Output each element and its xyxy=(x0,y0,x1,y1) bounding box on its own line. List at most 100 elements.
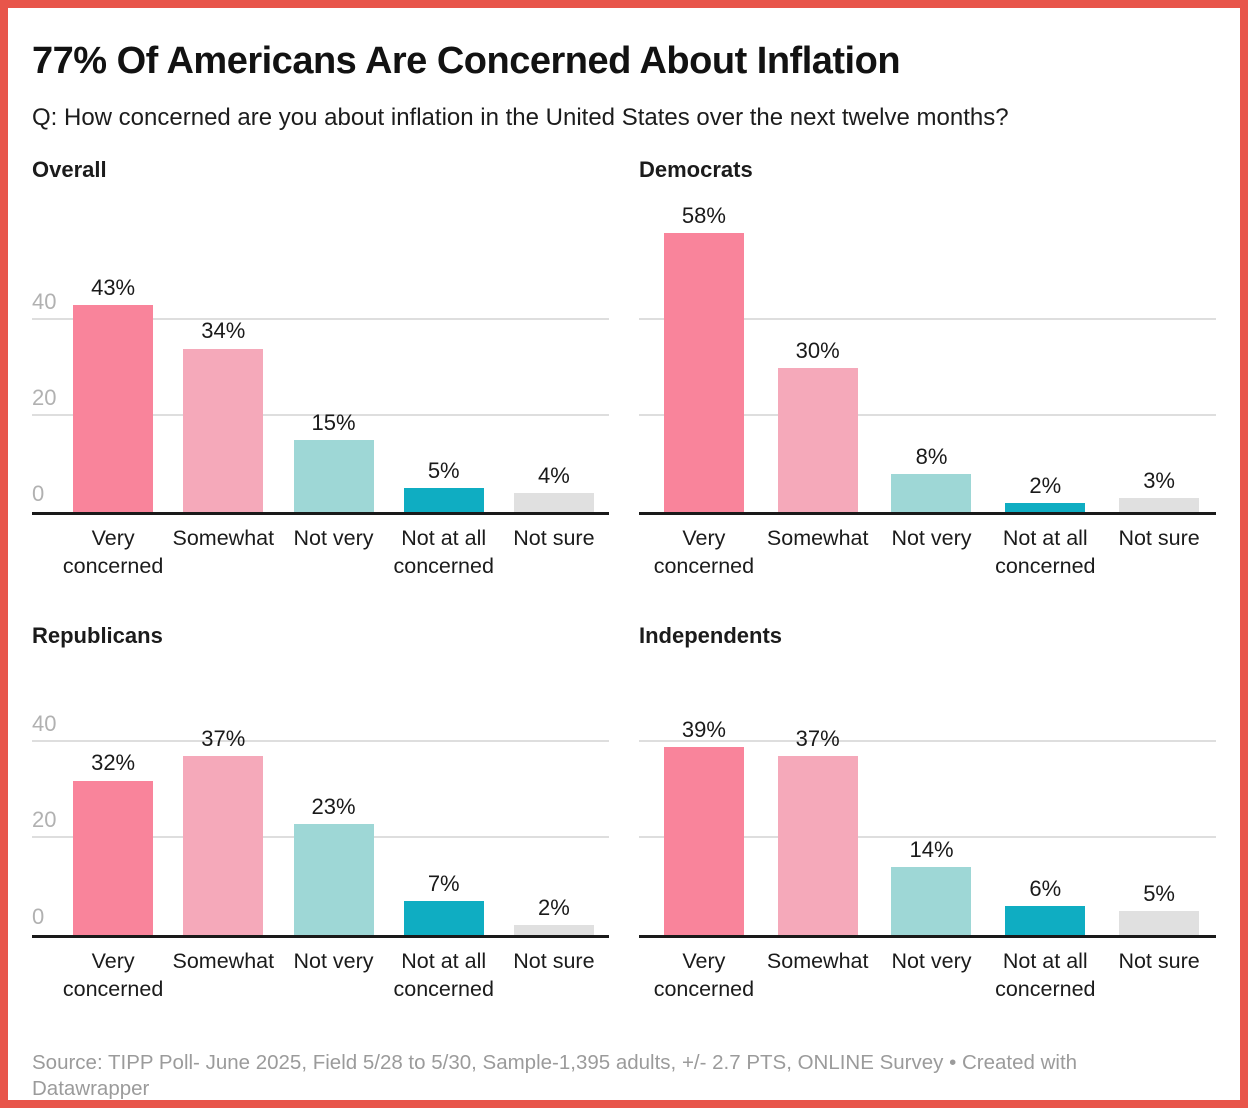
bar-somewhat xyxy=(777,756,858,935)
bar-very-concerned xyxy=(73,780,154,935)
value-label: 37% xyxy=(201,726,246,752)
bar-not-at-all-concerned xyxy=(1005,905,1086,935)
bar-not-very xyxy=(891,473,972,513)
value-label: 2% xyxy=(1029,472,1062,498)
gridline-40 xyxy=(639,739,1216,742)
bar-slot-somewhat: 34% xyxy=(168,318,278,513)
bar-very-concerned xyxy=(663,232,744,513)
category-label-not-very: Not very xyxy=(293,526,374,551)
value-label: 39% xyxy=(681,716,726,742)
bar-slot-very-concerned: 32% xyxy=(58,750,168,935)
panel-title: Democrats xyxy=(639,157,753,182)
bar-slot-not-very: 8% xyxy=(875,443,989,513)
bar-not-sure xyxy=(1119,497,1200,513)
panel-independents: Independents 39% 37% 14% 6% 5% Very concerne… xyxy=(639,623,1216,1023)
gridline-20 xyxy=(639,414,1216,416)
value-label: 23% xyxy=(311,793,356,819)
bars-group: 39% 37% 14% 6% 5% xyxy=(639,650,1216,935)
panels-grid: Overall 0 20 40 43% 34% 15% 5% 4% Very concerne… xyxy=(32,157,1216,1024)
bar-somewhat xyxy=(777,367,858,513)
value-label: 8% xyxy=(915,443,948,469)
category-axis-republicans: Very concerned Somewhat Not very Not at all… xyxy=(32,938,609,1024)
y-tick-label-20: 20 xyxy=(32,807,57,833)
bar-slot-very-concerned: 43% xyxy=(58,274,168,513)
value-label: 58% xyxy=(681,202,726,228)
y-tick-label-0: 0 xyxy=(32,481,45,507)
category-label-somewhat: Somewhat xyxy=(172,948,275,973)
value-label: 43% xyxy=(91,274,136,300)
gridline-40 xyxy=(32,317,609,320)
bar-very-concerned xyxy=(663,746,744,935)
category-label-somewhat: Somewhat xyxy=(766,526,869,551)
value-label: 34% xyxy=(201,318,246,344)
bar-slot-not-sure: 2% xyxy=(499,894,609,935)
panel-title: Republicans xyxy=(32,623,163,649)
category-label-not-sure: Not sure xyxy=(513,526,595,551)
panel-republicans: Republicans 0 20 40 32% 37% 23% 7% 2% Very conc… xyxy=(32,623,609,1023)
bar-very-concerned xyxy=(73,305,154,513)
gridline-20 xyxy=(639,836,1216,839)
bar-slot-not-at-all-concerned: 5% xyxy=(389,458,499,513)
category-label-very-concerned: Very concerned xyxy=(653,526,755,579)
category-label-not-at-all-concerned: Not at all concerned xyxy=(393,526,494,579)
bar-not-sure xyxy=(513,493,594,513)
bar-slot-somewhat: 37% xyxy=(168,727,278,935)
plot-area-republicans: 0 20 40 32% 37% 23% 7% 2% xyxy=(32,650,609,938)
gridline-40 xyxy=(32,739,609,742)
category-label-not-sure: Not sure xyxy=(513,948,595,973)
chart-title: 77% Of Americans Are Concerned About Inf… xyxy=(32,40,901,82)
y-tick-label-40: 40 xyxy=(32,288,57,314)
category-label-not-at-all-concerned: Not at all concerned xyxy=(995,526,1096,579)
bar-not-at-all-concerned xyxy=(403,488,484,513)
category-axis-independents: Very concerned Somewhat Not very Not at all… xyxy=(639,938,1216,1024)
bar-slot-not-very: 23% xyxy=(278,793,388,935)
panel-title: Independents xyxy=(639,623,783,649)
bar-not-at-all-concerned xyxy=(1005,502,1086,513)
plot-area-overall: 0 20 40 43% 34% 15% 5% 4% xyxy=(32,183,609,516)
bar-slot-very-concerned: 58% xyxy=(647,202,761,513)
value-label: 2% xyxy=(538,894,570,920)
value-label: 4% xyxy=(538,462,570,488)
value-label: 37% xyxy=(795,726,840,752)
bar-somewhat xyxy=(183,756,264,935)
source-note: Source: TIPP Poll- June 2025, Field 5/28… xyxy=(32,1050,1078,1101)
bar-slot-not-sure: 3% xyxy=(1102,467,1216,513)
category-label-somewhat: Somewhat xyxy=(172,526,275,551)
value-label: 15% xyxy=(311,409,356,435)
bar-slot-not-sure: 4% xyxy=(499,462,609,513)
bar-slot-somewhat: 30% xyxy=(761,337,875,513)
value-label: 3% xyxy=(1143,467,1175,493)
category-label-very-concerned: Very concerned xyxy=(62,948,164,1001)
bar-slot-not-very: 14% xyxy=(875,837,989,935)
bars-group: 58% 30% 8% 2% 3% xyxy=(639,183,1216,513)
category-label-not-at-all-concerned: Not at all concerned xyxy=(995,948,1096,1001)
panel-democrats: Democrats 58% 30% 8% 2% 3% Very concerned Som… xyxy=(639,157,1216,601)
category-label-somewhat: Somewhat xyxy=(766,948,869,973)
panel-overall: Overall 0 20 40 43% 34% 15% 5% 4% Very concerne… xyxy=(32,157,609,601)
bar-not-sure xyxy=(1119,910,1200,935)
gridline-20 xyxy=(32,414,609,416)
category-label-not-very: Not very xyxy=(293,948,374,973)
y-tick-label-20: 20 xyxy=(32,385,57,410)
panel-title: Overall xyxy=(32,157,107,182)
value-label: 5% xyxy=(427,458,460,484)
bars-group: 43% 34% 15% 5% 4% xyxy=(32,183,609,513)
bar-not-very xyxy=(293,440,374,513)
value-label: 14% xyxy=(909,837,954,863)
category-label-not-sure: Not sure xyxy=(1118,526,1200,551)
category-label-very-concerned: Very concerned xyxy=(62,526,164,579)
bar-somewhat xyxy=(183,348,264,513)
category-label-not-very: Not very xyxy=(891,526,972,551)
bar-not-very xyxy=(293,823,374,935)
value-label: 30% xyxy=(795,337,840,363)
bar-not-sure xyxy=(513,925,594,935)
y-tick-label-0: 0 xyxy=(32,903,45,929)
y-tick-label-40: 40 xyxy=(32,710,57,736)
bar-not-at-all-concerned xyxy=(403,901,484,935)
bar-slot-very-concerned: 39% xyxy=(647,716,761,935)
chart-subtitle: Q: How concerned are you about inflation… xyxy=(32,104,1009,131)
plot-area-independents: 39% 37% 14% 6% 5% xyxy=(639,650,1216,938)
bar-slot-not-at-all-concerned: 2% xyxy=(988,472,1102,513)
value-label: 32% xyxy=(91,750,136,776)
